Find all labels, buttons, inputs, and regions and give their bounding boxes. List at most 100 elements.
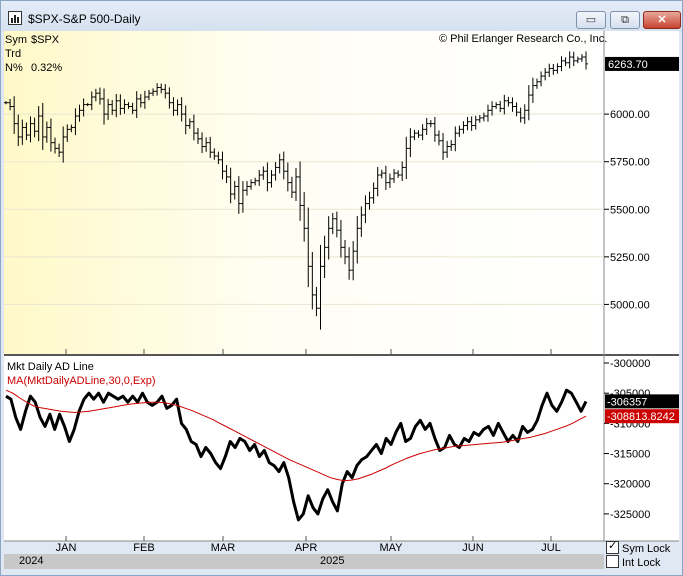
price-bar <box>392 169 397 183</box>
price-bar <box>69 124 74 133</box>
price-bar <box>387 173 392 188</box>
price-bar <box>228 167 233 204</box>
last-price-label: 6263.70 <box>608 59 648 71</box>
price-bar <box>183 105 188 135</box>
int-lock-check-icon[interactable] <box>606 555 619 568</box>
price-bar <box>269 170 274 188</box>
trd-label: Trd <box>5 48 22 60</box>
minimize-button[interactable]: ▭ <box>576 11 606 29</box>
price-bar <box>220 151 225 180</box>
copyright-text: © Phil Erlanger Research Co., Inc. <box>439 33 608 45</box>
price-bar <box>171 97 176 116</box>
price-bar <box>530 77 535 103</box>
price-bar <box>232 180 237 200</box>
window-title: $SPX-S&P 500-Daily <box>28 12 141 26</box>
price-bar <box>208 136 213 159</box>
sym-lock-label: Sym Lock <box>622 543 671 555</box>
price-bar <box>416 130 421 138</box>
price-bar <box>249 179 254 190</box>
price-bar <box>490 101 495 116</box>
price-bar <box>567 51 572 69</box>
price-bar <box>436 130 441 146</box>
price-bar <box>465 116 470 131</box>
ad-axis-label: -300000 <box>610 358 650 370</box>
ma-last-label: -308813.8242 <box>607 411 675 423</box>
price-bar <box>326 216 331 260</box>
price-bar <box>355 215 360 264</box>
title-bar[interactable]: $SPX-S&P 500-Daily ▭ ⧉ ✕ <box>1 1 682 32</box>
price-bar <box>114 93 119 118</box>
price-bar <box>543 67 548 81</box>
price-bar <box>555 63 560 74</box>
price-bar <box>481 112 486 122</box>
price-bar <box>547 63 552 78</box>
price-bar <box>469 116 474 131</box>
price-bar <box>498 100 503 113</box>
sym-lock-checkbox[interactable]: Sym Lock <box>606 539 678 555</box>
price-bar <box>334 211 339 238</box>
price-bar <box>61 126 66 163</box>
price-bar <box>506 96 511 107</box>
price-bar <box>526 85 531 121</box>
price-bar <box>289 176 294 198</box>
price-bar <box>73 108 78 136</box>
price-bar <box>314 286 319 317</box>
price-bar <box>167 87 172 109</box>
price-bar <box>383 165 388 190</box>
price-bar <box>53 137 58 154</box>
price-bar <box>106 98 111 120</box>
price-bar <box>24 122 29 141</box>
price-bar <box>57 143 62 157</box>
price-bar <box>363 195 368 224</box>
price-bar <box>277 153 282 174</box>
price-bar <box>240 181 245 213</box>
ma-line-title: MA(MktDailyADLine,30,0,Exp) <box>7 375 156 387</box>
price-bar <box>155 83 160 96</box>
price-bar <box>559 56 564 72</box>
price-bar <box>110 99 115 115</box>
price-bar <box>445 140 450 158</box>
restore-button[interactable]: ⧉ <box>610 11 640 29</box>
close-button[interactable]: ✕ <box>643 11 681 29</box>
price-bar <box>28 116 33 143</box>
price-bar <box>420 124 425 141</box>
price-bar <box>265 162 270 192</box>
price-bar <box>16 114 21 147</box>
ad-axis-label: -325000 <box>610 509 650 521</box>
price-bar <box>200 132 205 153</box>
price-bar <box>261 166 266 180</box>
price-bar <box>44 121 49 143</box>
price-bar <box>294 168 298 202</box>
price-bar <box>216 151 221 165</box>
price-bar <box>20 119 25 145</box>
month-label: FEB <box>133 542 154 554</box>
year-label-2024: 2024 <box>19 555 44 567</box>
price-bar <box>514 102 519 117</box>
price-bar <box>257 169 262 186</box>
price-bar <box>453 126 458 152</box>
price-bar <box>522 104 527 124</box>
ad-last-label: -306357 <box>607 396 647 408</box>
price-bar <box>485 104 490 122</box>
price-bar <box>396 170 401 178</box>
price-bar <box>338 219 343 258</box>
price-bar <box>343 239 348 265</box>
sym-lock-check-icon[interactable] <box>606 539 619 554</box>
price-ohlc-series <box>4 51 588 330</box>
chart-app-icon <box>8 11 22 25</box>
price-bar <box>428 120 433 128</box>
price-bar <box>89 91 94 111</box>
price-bar <box>122 99 127 114</box>
price-bar <box>126 102 131 109</box>
month-label: APR <box>295 542 318 554</box>
ad-axis-label: -315000 <box>610 449 650 461</box>
price-bar <box>432 116 437 142</box>
price-bar <box>404 136 409 180</box>
price-bar <box>81 98 86 117</box>
price-bar <box>102 88 107 125</box>
price-bar <box>12 96 17 134</box>
n-value: 0.32% <box>31 62 63 74</box>
price-bar <box>36 106 41 142</box>
int-lock-checkbox[interactable]: Int Lock <box>606 555 678 569</box>
